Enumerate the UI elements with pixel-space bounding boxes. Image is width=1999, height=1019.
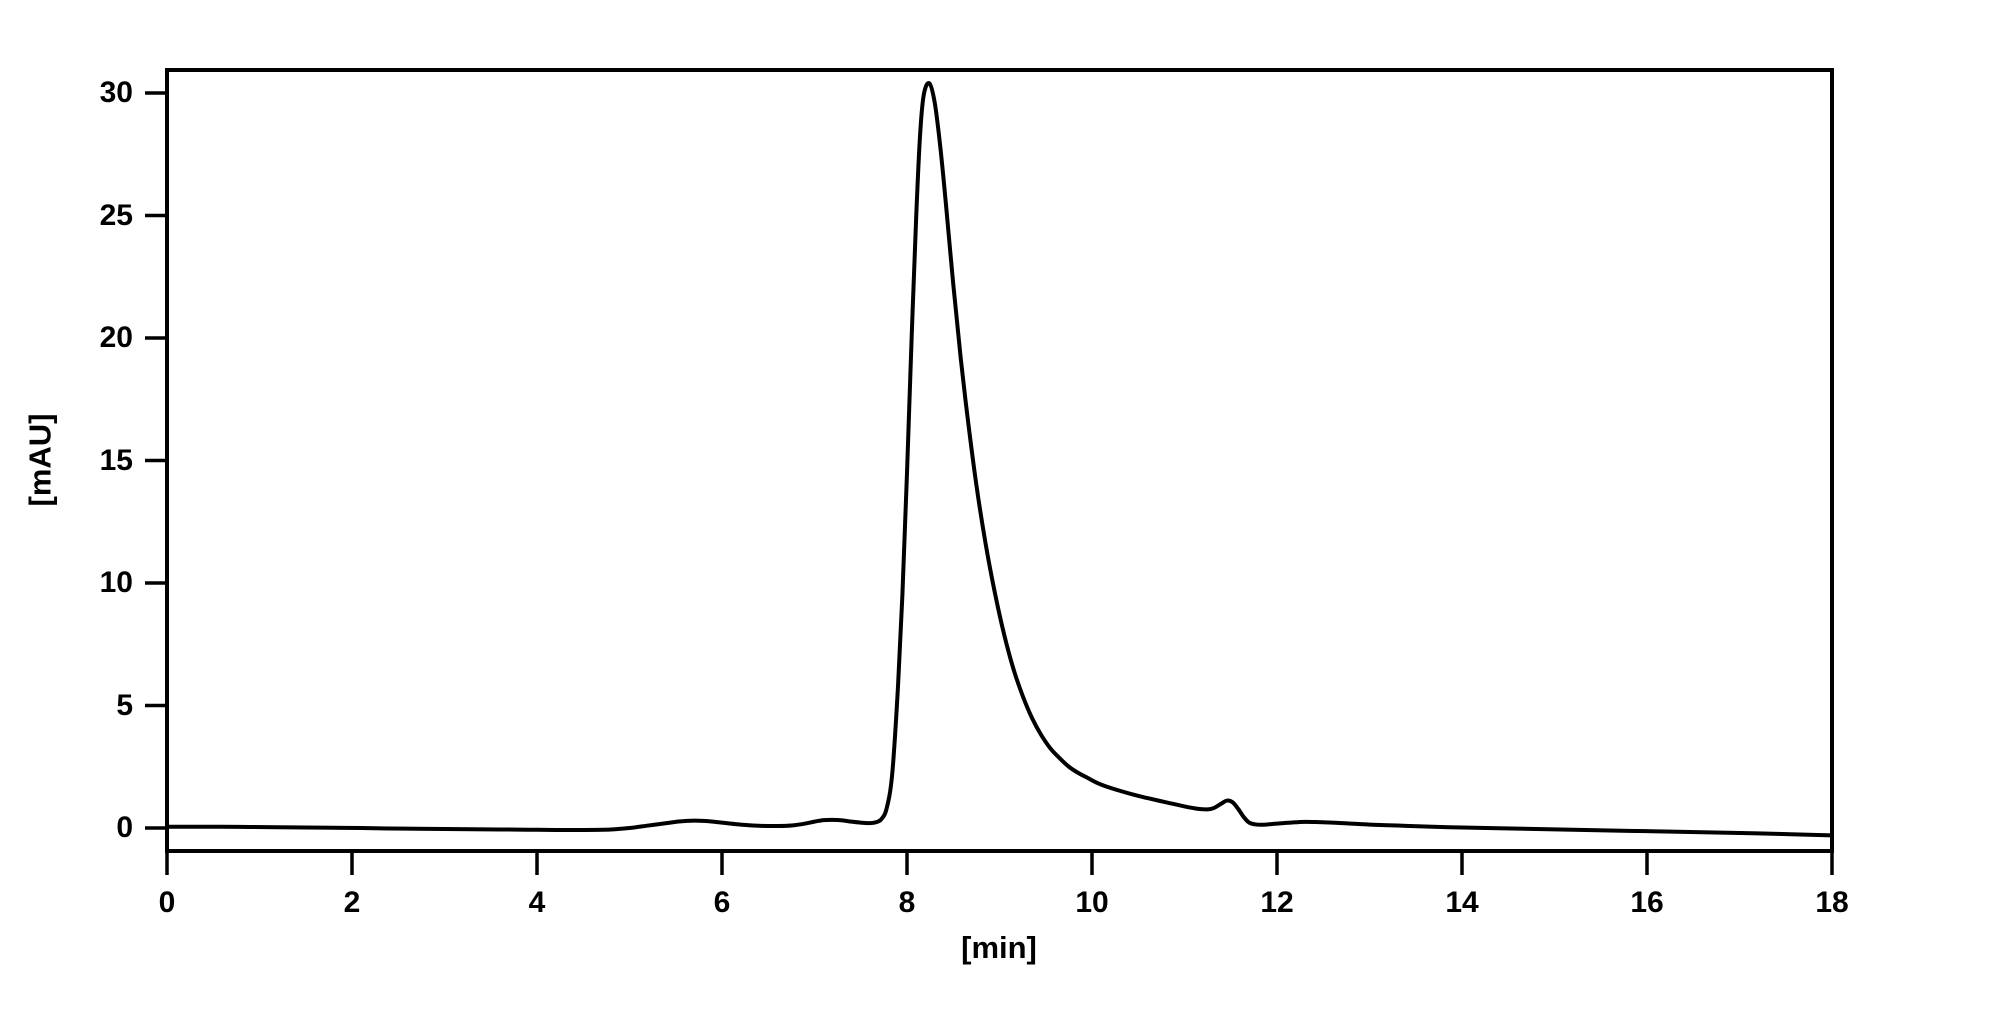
x-tick-label: 12 xyxy=(1260,886,1294,919)
absorbance-trace xyxy=(165,81,1834,838)
x-tick-label: 6 xyxy=(713,886,731,919)
x-tick-label: 14 xyxy=(1445,886,1479,919)
x-tick-label: 2 xyxy=(343,886,361,919)
x-tick-label: 16 xyxy=(1630,886,1664,919)
x-tick-label: 8 xyxy=(898,886,916,919)
y-tick-label: 0 xyxy=(116,811,133,844)
y-axis-tick-marks xyxy=(145,91,167,830)
y-tick-label: 30 xyxy=(99,76,133,109)
x-tick-label: 0 xyxy=(158,886,176,919)
y-tick-label: 5 xyxy=(116,688,133,722)
x-axis-title: [min] xyxy=(961,930,1037,965)
y-axis-title: [mAU] xyxy=(22,413,58,507)
y-tick-label: 25 xyxy=(99,198,133,232)
y-tick-label: 20 xyxy=(99,321,133,354)
y-tick-label: 15 xyxy=(99,443,133,477)
x-tick-label: 18 xyxy=(1815,886,1849,919)
x-tick-label: 10 xyxy=(1075,886,1109,919)
y-tick-label: 10 xyxy=(99,566,133,599)
plot-frame xyxy=(165,68,1834,853)
x-axis-tick-marks xyxy=(165,851,1834,875)
x-tick-label: 4 xyxy=(528,886,546,919)
